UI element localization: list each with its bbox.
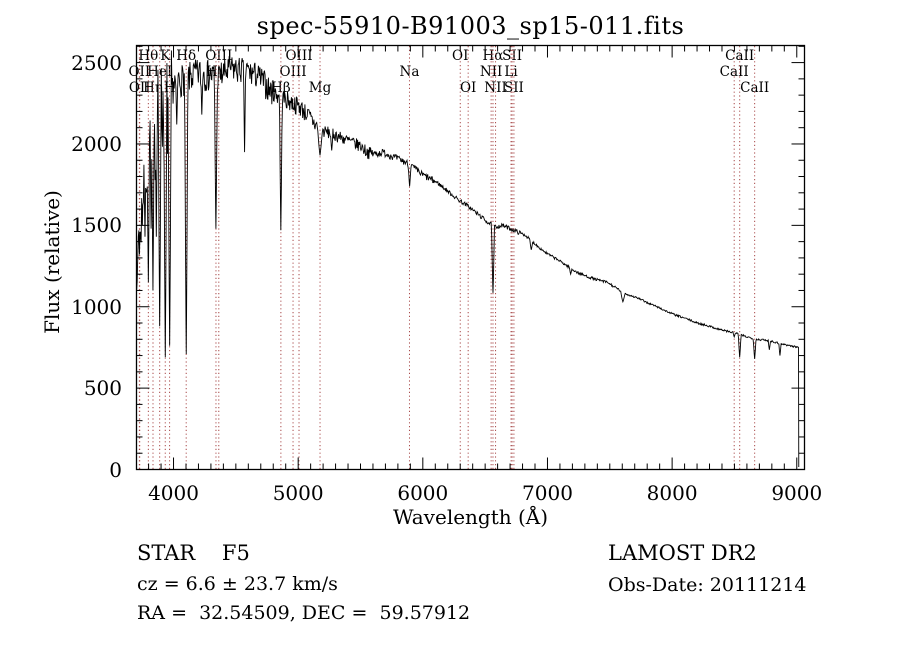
y-tick-label: 1000	[71, 294, 122, 319]
x-axis-label: Wavelength (Å)	[392, 505, 549, 529]
x-tick-label: 8000	[646, 481, 698, 505]
line-label-SII: SII	[502, 48, 523, 64]
spectral-line-markers	[138, 46, 756, 469]
ra-dec-label: RA = 32.54509, DEC = 59.57912	[137, 602, 471, 624]
x-tick-label: 5000	[272, 481, 324, 505]
line-label-Hα: Hα	[482, 48, 504, 64]
line-label-OIII: OIII	[285, 48, 313, 64]
line-label-OI: OI	[452, 48, 469, 64]
line-label-CaII: CaII	[719, 64, 749, 80]
line-label-Na: Na	[399, 64, 420, 80]
line-label-CaII: CaII	[725, 48, 755, 64]
plot-title: spec-55910-B91003_sp15-011.fits	[256, 12, 685, 40]
x-tick-label: 4000	[148, 481, 199, 505]
y-tick-label: 2500	[71, 50, 122, 75]
line-label-OIII: OIII	[205, 48, 233, 64]
survey-release-label: LAMOST DR2	[608, 541, 757, 565]
x-tick-label: 9000	[771, 481, 823, 505]
line-label-Hδ: Hδ	[176, 48, 197, 64]
y-tick-label: 0	[109, 457, 122, 482]
line-label-OII: OII	[128, 64, 151, 80]
obs-date-label: Obs-Date: 20111214	[608, 574, 807, 596]
y-tick-label: 500	[83, 376, 122, 401]
y-tick-label: 2000	[71, 131, 122, 156]
plot-axes	[135, 44, 806, 471]
x-tick-label: 7000	[522, 481, 573, 505]
spectrum-trace	[136, 50, 800, 468]
line-label-Li: Li	[504, 64, 518, 80]
line-label-NII: NII	[479, 64, 503, 80]
line-label-HeI: HeI	[147, 64, 173, 80]
radial-velocity-label: cz = 6.6 ± 23.7 km/s	[137, 573, 338, 595]
line-label-OIII: OIII	[279, 64, 307, 80]
x-tick-label: 6000	[397, 481, 449, 505]
y-tick-label: 1500	[71, 213, 122, 238]
object-class-label: STAR F5	[137, 541, 250, 565]
line-label-K: K	[160, 48, 171, 64]
line-label-Hθ: Hθ	[138, 48, 159, 64]
